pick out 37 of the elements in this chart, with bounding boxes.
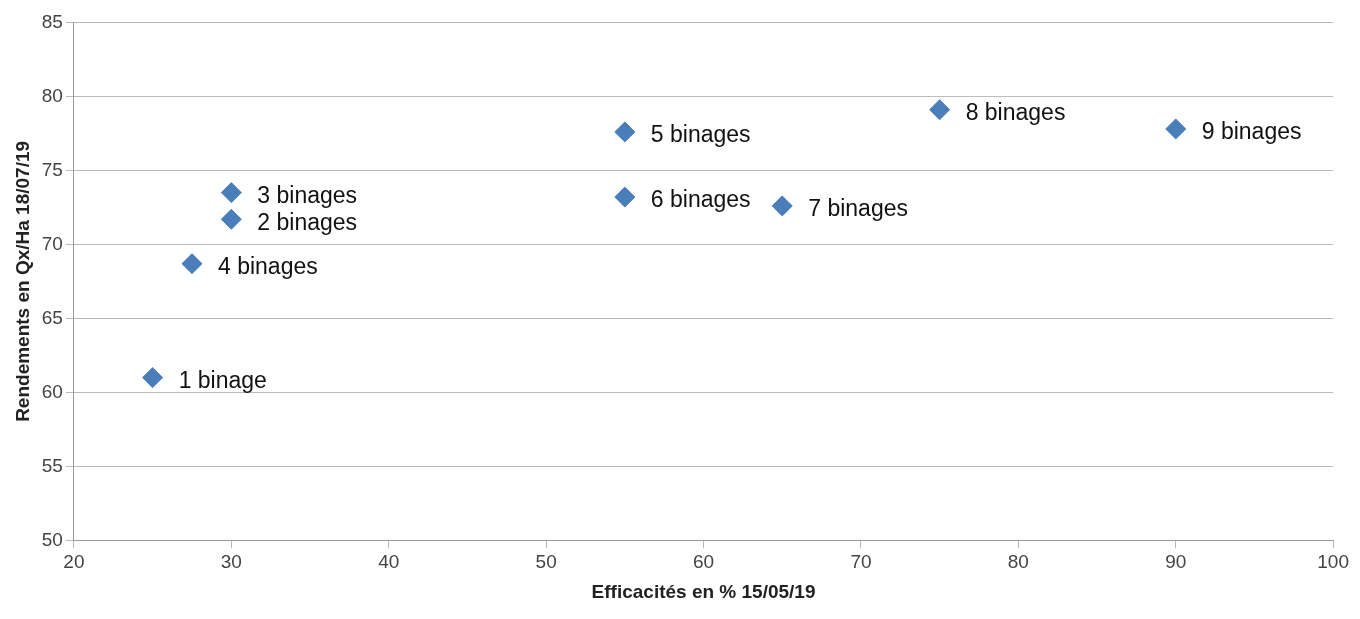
point (929, 99, 951, 121)
x-axis-title: Efficacités en % 15/05/19 (591, 580, 816, 602)
y-axis-title: Rendements en Qx/Ha 18/07/19 (11, 140, 33, 422)
y-tick-label: 85 (41, 10, 63, 32)
annotation: 5 binages (650, 121, 751, 148)
annotation: 1 binage (178, 366, 267, 393)
x-tick-label: 90 (1165, 551, 1187, 573)
annotation: 4 binages (217, 252, 318, 279)
y-tick-label: 80 (41, 84, 63, 106)
y-tick-label: 70 (41, 232, 63, 254)
annotation: 7 binages (808, 195, 908, 222)
x-tick-label: 60 (692, 551, 715, 573)
point (614, 121, 636, 143)
annotation: 2 binages (257, 208, 358, 235)
y-tick-label: 65 (41, 306, 63, 328)
point (614, 186, 636, 208)
x-tick-label: 20 (63, 551, 85, 573)
point (181, 253, 203, 275)
point (220, 208, 242, 230)
x-tick-label: 70 (850, 551, 872, 573)
point (220, 182, 242, 204)
annotation: 9 binages (1201, 118, 1302, 145)
x-tick-label: 80 (1007, 551, 1029, 573)
x-tick-label: 30 (220, 551, 242, 573)
point (1165, 118, 1187, 140)
y-tick-label: 60 (41, 380, 63, 402)
x-tick-label: 50 (535, 551, 557, 573)
annotation: 8 binages (965, 99, 1066, 126)
point (771, 195, 793, 217)
x-tick-label: 100 (1317, 551, 1349, 573)
annotation: 3 binages (257, 181, 358, 208)
x-tick-label: 40 (378, 551, 400, 573)
y-tick-label: 50 (41, 528, 63, 550)
point (142, 367, 164, 389)
y-tick-label: 75 (41, 158, 63, 180)
y-tick-label: 55 (41, 454, 63, 476)
annotation: 6 binages (650, 186, 751, 213)
